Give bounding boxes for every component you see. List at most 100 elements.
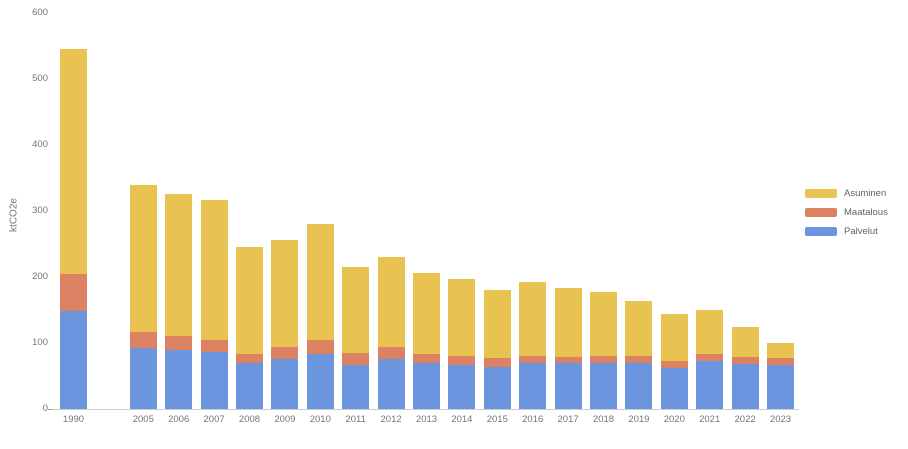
x-tick-label-2015: 2015 <box>486 414 508 425</box>
x-tick-label-2019: 2019 <box>628 414 650 425</box>
bar-segment-palvelut-2014[interactable] <box>448 364 476 409</box>
bar-segment-maatalous-2010[interactable] <box>306 340 334 355</box>
bar-segment-maatalous-2020[interactable] <box>660 361 688 369</box>
x-tick-label-2022: 2022 <box>734 414 756 425</box>
bar-segment-palvelut-2019[interactable] <box>625 363 653 409</box>
legend-item-maatalous[interactable]: Maatalous <box>805 207 888 218</box>
x-tick-label-2010: 2010 <box>309 414 331 425</box>
legend-label-maatalous: Maatalous <box>844 207 888 218</box>
bar-segment-maatalous-2019[interactable] <box>625 356 653 364</box>
y-tick-label-300: 300 <box>32 205 48 216</box>
y-tick-label-500: 500 <box>32 73 48 84</box>
bar-segment-palvelut-2017[interactable] <box>554 363 582 409</box>
bar-segment-maatalous-2015[interactable] <box>483 358 511 367</box>
bar-segment-maatalous-2014[interactable] <box>448 355 476 365</box>
legend-item-palvelut[interactable]: Palvelut <box>805 226 888 237</box>
bar-segment-maatalous-2022[interactable] <box>731 356 759 365</box>
bar-segment-asuminen-2011[interactable] <box>342 267 370 353</box>
bar-segment-asuminen-2010[interactable] <box>306 224 334 341</box>
bar-segment-palvelut-2015[interactable] <box>483 366 511 409</box>
x-tick-label-2018: 2018 <box>592 414 615 425</box>
bar-segment-asuminen-2016[interactable] <box>519 282 547 356</box>
bar-segment-palvelut-2010[interactable] <box>306 354 334 409</box>
bar-segment-asuminen-2014[interactable] <box>448 278 476 356</box>
legend-swatch-palvelut <box>805 227 837 236</box>
x-tick-label-2005: 2005 <box>132 414 154 425</box>
bar-segment-asuminen-2021[interactable] <box>696 310 724 354</box>
bar-segment-maatalous-2005[interactable] <box>129 331 157 348</box>
bar-segment-maatalous-2021[interactable] <box>696 353 724 361</box>
x-tick-label-2009: 2009 <box>274 414 296 425</box>
x-tick-label-2007: 2007 <box>203 414 225 425</box>
bar-segment-asuminen-1990[interactable] <box>60 49 87 275</box>
bar-segment-palvelut-2008[interactable] <box>236 363 263 409</box>
bar-segment-maatalous-2011[interactable] <box>342 352 370 365</box>
legend-item-asuminen[interactable]: Asuminen <box>805 188 888 199</box>
bar-segment-asuminen-2023[interactable] <box>767 343 794 359</box>
bar-segment-palvelut-2013[interactable] <box>413 363 440 409</box>
x-tick-label-2013: 2013 <box>415 414 438 425</box>
y-axis-zero-tick <box>48 409 53 410</box>
bar-segment-palvelut-1990[interactable] <box>60 311 87 409</box>
bar-segment-palvelut-2016[interactable] <box>519 362 547 409</box>
x-tick-label-2016: 2016 <box>522 414 544 425</box>
legend-swatch-maatalous <box>805 208 837 217</box>
x-tick-label-2021: 2021 <box>699 414 721 425</box>
legend-swatch-asuminen <box>805 189 837 198</box>
x-tick-label-2023: 2023 <box>769 414 792 425</box>
bar-segment-maatalous-2009[interactable] <box>271 346 299 359</box>
bar-segment-maatalous-2012[interactable] <box>377 346 405 359</box>
y-tick-label-400: 400 <box>32 139 48 150</box>
bar-segment-maatalous-2018[interactable] <box>590 356 617 363</box>
bar-segment-asuminen-2005[interactable] <box>129 184 157 332</box>
bar-segment-maatalous-2017[interactable] <box>554 356 582 364</box>
x-tick-label-2020: 2020 <box>663 414 685 425</box>
bar-segment-palvelut-2012[interactable] <box>377 358 405 409</box>
bar-segment-palvelut-2022[interactable] <box>731 364 759 409</box>
bar-segment-asuminen-2006[interactable] <box>165 193 193 337</box>
bar-segment-maatalous-1990[interactable] <box>60 274 87 312</box>
bar-segment-palvelut-2020[interactable] <box>660 368 688 409</box>
bar-segment-maatalous-2008[interactable] <box>236 353 263 364</box>
bar-segment-asuminen-2007[interactable] <box>200 200 228 340</box>
bar-segment-maatalous-2006[interactable] <box>165 336 193 351</box>
x-axis-line <box>52 409 799 410</box>
x-tick-label-2012: 2012 <box>380 414 402 425</box>
bar-segment-asuminen-2013[interactable] <box>413 273 440 355</box>
bar-segment-maatalous-2016[interactable] <box>519 355 547 363</box>
legend: Asuminen Maatalous Palvelut <box>805 188 888 245</box>
bar-segment-asuminen-2019[interactable] <box>625 301 653 357</box>
bar-segment-palvelut-2023[interactable] <box>767 365 794 409</box>
bar-segment-palvelut-2018[interactable] <box>590 362 617 409</box>
bar-segment-maatalous-2013[interactable] <box>413 354 440 364</box>
bar-segment-palvelut-2021[interactable] <box>696 360 724 409</box>
bar-segment-palvelut-2006[interactable] <box>165 350 193 409</box>
x-tick-label-2011: 2011 <box>345 414 366 425</box>
bar-segment-palvelut-2007[interactable] <box>200 352 228 409</box>
legend-label-asuminen: Asuminen <box>844 188 887 199</box>
y-tick-label-0: 0 <box>42 403 48 414</box>
bar-segment-asuminen-2022[interactable] <box>731 327 759 357</box>
y-tick-label-600: 600 <box>32 7 48 18</box>
bar-segment-asuminen-2018[interactable] <box>590 291 617 357</box>
bar-segment-asuminen-2008[interactable] <box>236 247 263 354</box>
bar-segment-palvelut-2009[interactable] <box>271 358 299 409</box>
x-tick-label-2008: 2008 <box>238 414 261 425</box>
bar-segment-asuminen-2015[interactable] <box>483 289 511 359</box>
bar-segment-asuminen-2012[interactable] <box>377 256 405 347</box>
bar-segment-maatalous-2007[interactable] <box>200 339 228 353</box>
bar-segment-palvelut-2005[interactable] <box>129 347 157 409</box>
x-tick-label-2006: 2006 <box>168 414 190 425</box>
y-tick-label-100: 100 <box>32 337 48 348</box>
y-tick-label-200: 200 <box>32 271 48 282</box>
bar-segment-asuminen-2020[interactable] <box>660 313 688 362</box>
x-tick-label-2017: 2017 <box>557 414 579 425</box>
bar-segment-maatalous-2023[interactable] <box>767 358 794 366</box>
x-tick-label-2014: 2014 <box>451 414 473 425</box>
legend-label-palvelut: Palvelut <box>844 226 878 237</box>
bar-segment-asuminen-2009[interactable] <box>271 240 299 347</box>
bar-segment-asuminen-2017[interactable] <box>554 288 582 357</box>
x-tick-label-1990: 1990 <box>62 414 85 425</box>
bar-segment-palvelut-2011[interactable] <box>342 364 370 409</box>
